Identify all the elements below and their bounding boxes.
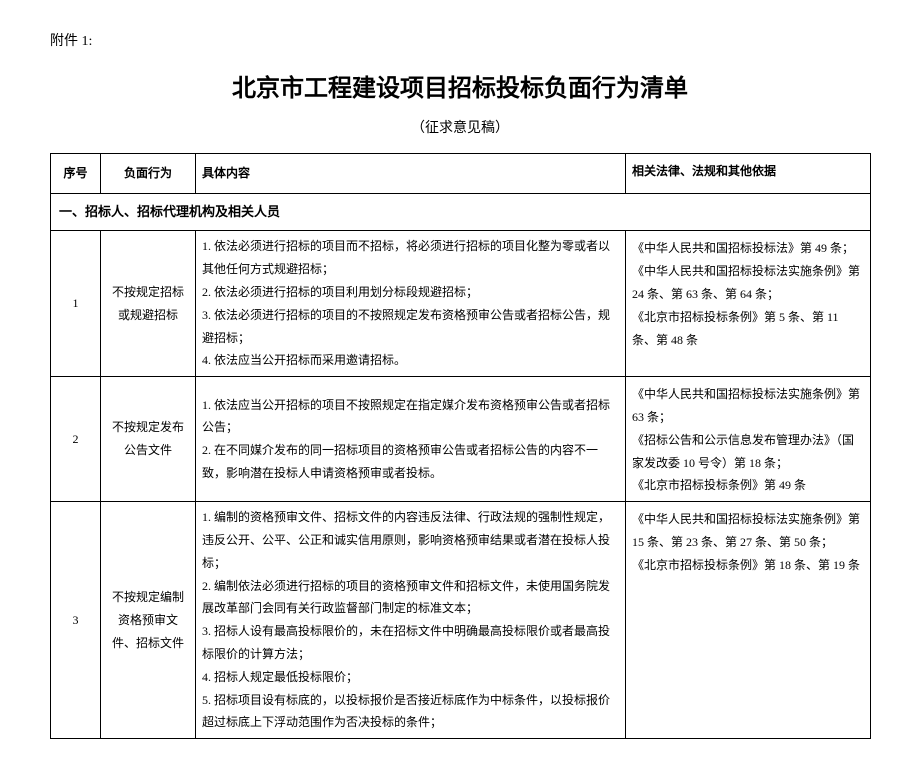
cell-num: 2 xyxy=(51,377,101,502)
cell-num: 1 xyxy=(51,231,101,377)
section-header-text: 一、招标人、招标代理机构及相关人员 xyxy=(51,193,871,231)
cell-behavior: 不按规定编制资格预审文件、招标文件 xyxy=(101,502,196,739)
table-row: 1 不按规定招标或规避招标 1. 依法必须进行招标的项目而不招标，将必须进行招标… xyxy=(51,231,871,377)
document-title: 北京市工程建设项目招标投标负面行为清单 xyxy=(50,68,870,103)
header-behavior: 负面行为 xyxy=(101,154,196,194)
cell-content: 1. 编制的资格预审文件、招标文件的内容违反法律、行政法规的强制性规定，违反公开… xyxy=(196,502,626,739)
table-header-row: 序号 负面行为 具体内容 相关法律、法规和其他依据 xyxy=(51,154,871,194)
cell-behavior: 不按规定发布公告文件 xyxy=(101,377,196,502)
cell-content: 1. 依法必须进行招标的项目而不招标，将必须进行招标的项目化整为零或者以其他任何… xyxy=(196,231,626,377)
cell-behavior: 不按规定招标或规避招标 xyxy=(101,231,196,377)
section-header-row: 一、招标人、招标代理机构及相关人员 xyxy=(51,193,871,231)
table-row: 2 不按规定发布公告文件 1. 依法应当公开招标的项目不按照规定在指定媒介发布资… xyxy=(51,377,871,502)
table-row: 3 不按规定编制资格预审文件、招标文件 1. 编制的资格预审文件、招标文件的内容… xyxy=(51,502,871,739)
attachment-label: 附件 1: xyxy=(50,30,870,50)
cell-content: 1. 依法应当公开招标的项目不按照规定在指定媒介发布资格预审公告或者招标公告；2… xyxy=(196,377,626,502)
document-subtitle: （征求意见稿） xyxy=(50,117,870,137)
cell-legal: 《中华人民共和国招标投标法》第 49 条；《中华人民共和国招标投标法实施条例》第… xyxy=(626,231,871,377)
behavior-table: 序号 负面行为 具体内容 相关法律、法规和其他依据 一、招标人、招标代理机构及相… xyxy=(50,153,871,739)
header-legal: 相关法律、法规和其他依据 xyxy=(626,154,871,194)
cell-legal: 《中华人民共和国招标投标法实施条例》第 15 条、第 23 条、第 27 条、第… xyxy=(626,502,871,739)
cell-num: 3 xyxy=(51,502,101,739)
header-num: 序号 xyxy=(51,154,101,194)
header-content: 具体内容 xyxy=(196,154,626,194)
cell-legal: 《中华人民共和国招标投标法实施条例》第 63 条；《招标公告和公示信息发布管理办… xyxy=(626,377,871,502)
